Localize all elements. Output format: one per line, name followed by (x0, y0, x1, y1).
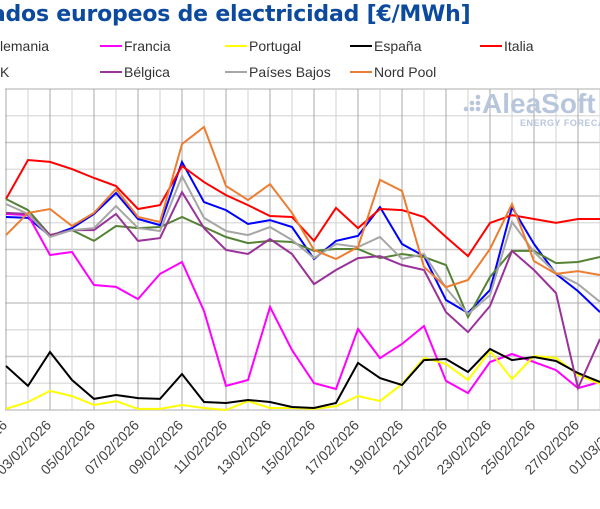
series-line-francia (5, 213, 600, 395)
series-line-bélgica (5, 190, 600, 392)
series-line-italia (5, 158, 600, 258)
series-line-alemania (5, 159, 600, 315)
legend-swatch-icon (480, 45, 502, 47)
legend-label: Portugal (249, 38, 302, 54)
legend-item[interactable]: Bélgica (100, 64, 170, 80)
legend-swatch-icon (350, 45, 372, 47)
legend-item[interactable]: España (350, 38, 421, 54)
legend-label: lemania (0, 38, 50, 54)
legend-item[interactable]: K (0, 64, 9, 80)
series-line-países-bajos (5, 173, 600, 316)
legend-swatch-icon (225, 71, 247, 73)
legend-label: Nord Pool (374, 64, 437, 80)
legend-label: Bélgica (124, 64, 170, 80)
series-line-uk (5, 198, 600, 320)
x-tick-labels: 01/02/202603/02/202605/02/202607/02/2026… (0, 417, 600, 478)
legend-label: Países Bajos (249, 64, 331, 80)
legend-item[interactable]: Nord Pool (350, 64, 436, 80)
legend-label: España (374, 38, 422, 54)
legend-label: Francia (124, 38, 171, 54)
watermark: AleaSoft ENERGY FORECASTING (463, 88, 600, 128)
watermark-tagline: ENERGY FORECASTING (520, 118, 600, 128)
aleasoft-logo-icon (463, 94, 481, 112)
watermark-brand: AleaSoft (482, 88, 596, 119)
legend-label: K (0, 64, 10, 80)
legend-swatch-icon (350, 71, 372, 73)
legend-swatch-icon (100, 71, 122, 73)
legend-label: Italia (504, 38, 534, 54)
legend-item[interactable]: Portugal (225, 38, 301, 54)
series-lines (5, 125, 600, 412)
legend-swatch-icon (100, 45, 122, 47)
legend-item[interactable]: Francia (100, 38, 171, 54)
grid (5, 88, 600, 411)
series-line-españa (5, 347, 600, 410)
series-line-nord-pool (5, 125, 600, 289)
chart-title: cados europeos de electricidad [€/MWh] (0, 2, 471, 27)
legend-item[interactable]: lemania (0, 38, 49, 54)
legend-item[interactable]: Italia (480, 38, 534, 54)
legend-item[interactable]: Países Bajos (225, 64, 331, 80)
legend-swatch-icon (225, 45, 247, 47)
